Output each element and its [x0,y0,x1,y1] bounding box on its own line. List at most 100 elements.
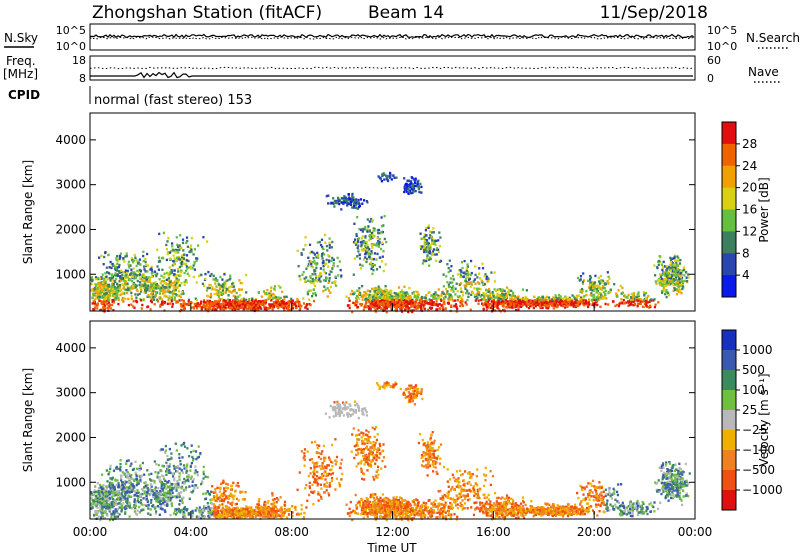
data-point [136,289,139,293]
data-point [365,252,368,255]
data-point [346,204,349,207]
data-point [466,298,469,302]
data-point [481,262,484,266]
data-point [568,296,571,300]
data-point [211,286,214,289]
data-point [353,222,356,225]
data-point [96,481,99,485]
data-point [580,301,583,304]
data-point [263,292,267,295]
data-point [134,285,137,289]
data-point [242,307,245,311]
data-point [671,266,674,269]
data-point [172,292,175,295]
data-point [190,301,193,304]
data-point [103,299,106,303]
data-point [313,262,317,265]
data-point [181,260,184,264]
data-point [130,285,133,288]
data-point [604,293,607,296]
data-point [415,290,418,293]
data-point [138,474,141,478]
data-point [340,208,343,211]
data-point [347,193,350,196]
data-point [182,308,185,311]
data-point [117,296,120,300]
data-point [268,292,271,295]
data-point [429,257,432,261]
data-point [373,252,376,255]
data-point [257,307,260,310]
data-point [375,268,379,271]
data-point [332,258,335,261]
data-point [388,295,391,299]
data-point [606,271,609,274]
data-point [503,308,506,311]
data-point [161,284,164,287]
data-point [607,275,610,278]
data-point [195,257,198,260]
data-point [477,302,480,305]
data-point [461,266,464,270]
data-point [504,301,508,304]
data-point [137,270,140,273]
data-point [586,279,590,283]
data-point [431,231,434,234]
data-point [171,281,174,285]
data-point [562,300,565,303]
data-point [382,250,385,253]
data-point [109,279,112,282]
data-point [497,299,500,303]
data-point [485,308,488,312]
data-point [388,298,391,301]
data-point [364,249,368,252]
data-point [250,307,253,310]
data-point [179,509,182,512]
data-point [379,302,382,305]
data-point [321,261,324,265]
colorbar-tick-label: 8 [742,246,750,260]
data-point [218,293,221,296]
data-point [415,294,418,297]
data-point [384,285,387,288]
data-point [214,308,217,311]
data-point [248,298,251,301]
data-point [108,518,111,522]
data-point [433,239,436,242]
data-point [602,279,605,283]
data-point [139,467,142,470]
noise-left-label: N.Sky [4,31,38,45]
data-point [284,302,287,305]
data-point [430,294,433,297]
data-point [370,257,373,260]
freq-label-line2: [MHz] [3,67,38,81]
data-point [109,508,112,512]
data-point [275,301,278,304]
data-point [372,235,375,239]
data-point [423,237,426,240]
data-point [232,285,235,289]
data-point [426,251,429,254]
data-point [245,291,248,294]
data-point [107,490,110,493]
data-point [351,194,354,197]
data-point [390,178,393,181]
data-point [664,282,667,285]
data-point [163,300,167,304]
data-point [315,277,318,280]
data-point [135,512,138,515]
data-point [501,304,505,307]
data-point [477,291,480,295]
data-point [519,304,522,307]
data-point [207,300,210,303]
data-point [423,303,426,306]
data-point [130,291,133,295]
data-point [105,298,108,301]
data-point [639,300,642,303]
colorbar-segment [722,187,736,210]
data-point [589,278,592,281]
data-point [142,250,145,253]
data-point [313,253,316,256]
data-point [110,275,113,278]
data-point [368,295,371,299]
